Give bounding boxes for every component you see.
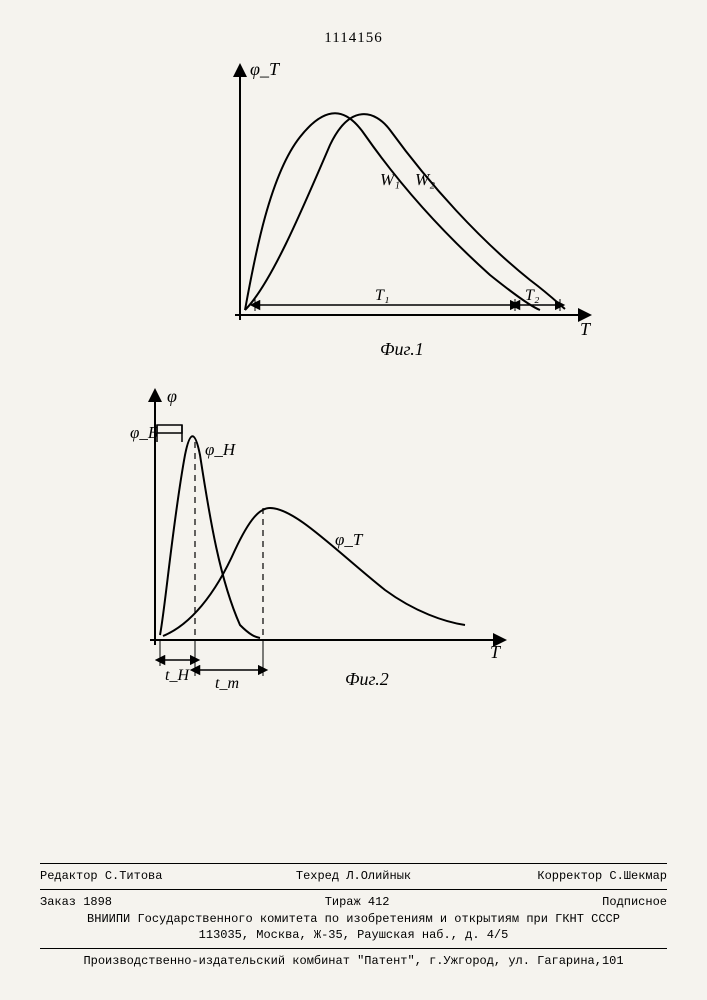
- chart1-w1-label: W₁: [380, 170, 400, 189]
- page-number: 1114156: [324, 30, 382, 47]
- chart2-tH-label: t_H: [165, 667, 190, 684]
- chart2-phiB-marker: [157, 425, 182, 433]
- chart1-caption: Фиг.1: [380, 339, 424, 359]
- footer-credits: Редактор С.Титова Техред Л.Олийнык Корре…: [40, 868, 667, 885]
- chart2-curve-phiH: [160, 436, 260, 638]
- chart2-phiT-label: φ_T: [335, 530, 364, 549]
- chart2-caption: Фиг.2: [345, 669, 389, 689]
- chart1-x-label: T: [580, 319, 592, 339]
- figure-1: φ_T T W₁ W₂ T₁ T₂ Фиг.1: [180, 55, 600, 375]
- footer-order-row: Заказ 1898 Тираж 412 Подписное: [40, 894, 667, 911]
- footer-press: Производственно-издательский комбинат "П…: [40, 953, 667, 970]
- chart2-curve-phiT: [163, 508, 465, 636]
- chart1-t2-label: T₂: [525, 287, 540, 304]
- chart1-t1-label: T₁: [375, 287, 389, 304]
- footer-block: Редактор С.Титова Техред Л.Олийнык Корре…: [40, 859, 667, 970]
- chart2-phiB-label: φ_Б: [130, 423, 158, 442]
- chart2-x-label: T: [490, 642, 502, 662]
- footer-org2: 113035, Москва, Ж-35, Раушская наб., д. …: [40, 927, 667, 944]
- chart2-phiH-label: φ_H: [205, 440, 237, 459]
- figure-2: φ T φ_Б φ_H φ_T t_H t_m Фиг.2: [95, 380, 535, 730]
- chart1-w2-label: W₂: [415, 170, 435, 189]
- chart2-tm-label: t_m: [215, 675, 239, 692]
- chart1-curve-w1: [245, 113, 540, 310]
- footer-org1: ВНИИПИ Государственного комитета по изоб…: [40, 911, 667, 928]
- chart1-curve-w2: [245, 114, 565, 310]
- chart2-y-label: φ: [167, 386, 177, 406]
- chart1-y-label: φ_T: [250, 59, 281, 79]
